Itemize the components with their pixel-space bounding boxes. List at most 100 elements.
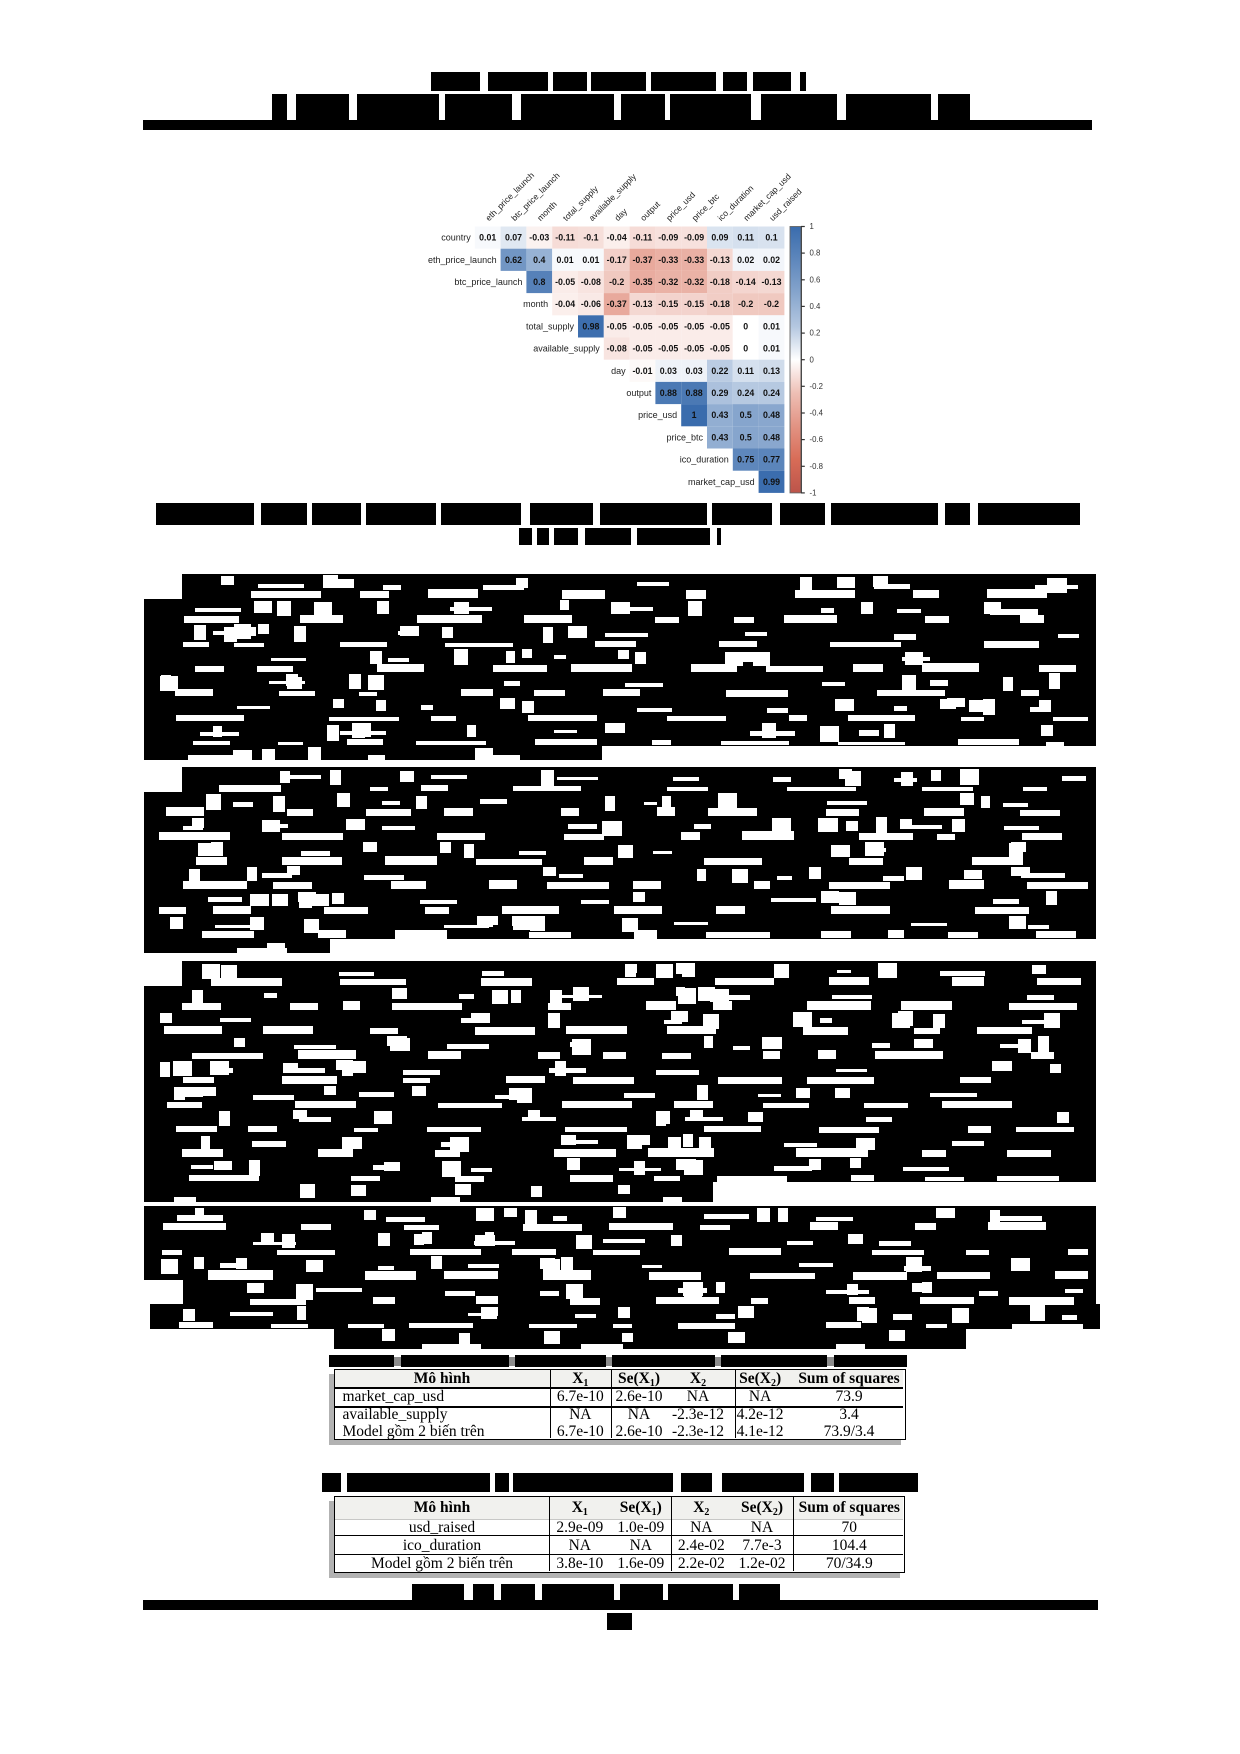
svg-text:available_supply: available_supply xyxy=(533,344,600,354)
svg-text:0.09: 0.09 xyxy=(711,233,728,243)
svg-text:0.1: 0.1 xyxy=(765,233,777,243)
svg-text:-0.13: -0.13 xyxy=(761,277,781,287)
svg-text:-0.2: -0.2 xyxy=(810,382,823,391)
svg-text:-0.8: -0.8 xyxy=(810,462,823,471)
svg-text:-0.2: -0.2 xyxy=(609,277,624,287)
svg-text:-0.09: -0.09 xyxy=(658,233,678,243)
svg-text:ico_duration: ico_duration xyxy=(680,455,729,465)
svg-text:0.01: 0.01 xyxy=(479,233,496,243)
svg-text:-0.05: -0.05 xyxy=(684,344,704,354)
svg-text:-0.05: -0.05 xyxy=(710,321,730,331)
svg-text:-0.32: -0.32 xyxy=(658,277,678,287)
svg-text:0.07: 0.07 xyxy=(505,233,522,243)
svg-text:0.03: 0.03 xyxy=(686,366,703,376)
svg-text:-0.13: -0.13 xyxy=(632,299,652,309)
svg-text:-0.2: -0.2 xyxy=(738,299,753,309)
svg-text:0.8: 0.8 xyxy=(810,249,821,258)
svg-text:-0.05: -0.05 xyxy=(632,321,652,331)
svg-text:-0.01: -0.01 xyxy=(632,366,652,376)
svg-text:1: 1 xyxy=(810,222,814,231)
svg-text:0: 0 xyxy=(743,321,748,331)
svg-text:0.88: 0.88 xyxy=(660,388,677,398)
svg-text:0.13: 0.13 xyxy=(763,366,780,376)
svg-text:0.11: 0.11 xyxy=(737,233,754,243)
svg-text:-0.37: -0.37 xyxy=(632,255,652,265)
svg-text:-0.11: -0.11 xyxy=(555,233,575,243)
svg-text:0.8: 0.8 xyxy=(533,277,545,287)
svg-text:-0.08: -0.08 xyxy=(581,277,601,287)
svg-text:-0.04: -0.04 xyxy=(607,233,627,243)
svg-text:0.43: 0.43 xyxy=(711,410,728,420)
svg-text:0.22: 0.22 xyxy=(711,366,728,376)
svg-text:-0.05: -0.05 xyxy=(710,344,730,354)
svg-text:0.99: 0.99 xyxy=(763,477,780,487)
svg-text:-0.4: -0.4 xyxy=(810,409,824,418)
svg-text:-1: -1 xyxy=(810,489,817,498)
svg-text:0.02: 0.02 xyxy=(737,255,754,265)
svg-text:market_cap_usd: market_cap_usd xyxy=(688,477,755,487)
svg-text:-0.06: -0.06 xyxy=(581,299,601,309)
svg-text:0.03: 0.03 xyxy=(660,366,677,376)
svg-text:-0.09: -0.09 xyxy=(684,233,704,243)
svg-text:0.77: 0.77 xyxy=(763,455,780,465)
svg-text:0.4: 0.4 xyxy=(533,255,545,265)
svg-text:price_usd: price_usd xyxy=(638,410,677,420)
svg-text:-0.05: -0.05 xyxy=(658,321,678,331)
svg-text:-0.15: -0.15 xyxy=(684,299,704,309)
svg-text:0.01: 0.01 xyxy=(582,255,599,265)
svg-text:-0.32: -0.32 xyxy=(684,277,704,287)
svg-text:-0.05: -0.05 xyxy=(684,321,704,331)
svg-text:0.62: 0.62 xyxy=(505,255,522,265)
svg-text:-0.15: -0.15 xyxy=(658,299,678,309)
svg-text:-0.05: -0.05 xyxy=(658,344,678,354)
svg-text:-0.05: -0.05 xyxy=(555,277,575,287)
svg-text:total_supply: total_supply xyxy=(526,321,575,331)
svg-text:-0.6: -0.6 xyxy=(810,435,823,444)
svg-text:0.48: 0.48 xyxy=(763,432,780,442)
svg-text:0.5: 0.5 xyxy=(740,432,752,442)
svg-text:output: output xyxy=(626,388,652,398)
svg-text:day: day xyxy=(612,206,629,223)
svg-text:0.43: 0.43 xyxy=(711,432,728,442)
svg-text:0: 0 xyxy=(743,344,748,354)
svg-text:0.6: 0.6 xyxy=(810,275,821,284)
svg-text:0.75: 0.75 xyxy=(737,455,754,465)
svg-text:country: country xyxy=(441,233,471,243)
svg-text:price_btc: price_btc xyxy=(666,432,703,442)
svg-text:month: month xyxy=(523,299,548,309)
svg-text:0.01: 0.01 xyxy=(763,321,780,331)
svg-text:0.11: 0.11 xyxy=(737,366,754,376)
svg-text:-0.18: -0.18 xyxy=(710,299,730,309)
svg-text:-0.33: -0.33 xyxy=(658,255,678,265)
svg-text:-0.05: -0.05 xyxy=(632,344,652,354)
svg-text:eth_price_launch: eth_price_launch xyxy=(428,255,497,265)
svg-text:0.24: 0.24 xyxy=(763,388,780,398)
svg-text:-0.2: -0.2 xyxy=(764,299,779,309)
svg-text:-0.1: -0.1 xyxy=(583,233,598,243)
svg-text:-0.13: -0.13 xyxy=(710,255,730,265)
svg-text:0.2: 0.2 xyxy=(810,329,821,338)
svg-text:day: day xyxy=(611,366,626,376)
svg-text:-0.18: -0.18 xyxy=(710,277,730,287)
svg-text:0.48: 0.48 xyxy=(763,410,780,420)
svg-text:-0.04: -0.04 xyxy=(555,299,575,309)
svg-text:0.88: 0.88 xyxy=(686,388,703,398)
svg-text:0: 0 xyxy=(810,355,815,364)
svg-text:-0.14: -0.14 xyxy=(736,277,756,287)
svg-text:-0.33: -0.33 xyxy=(684,255,704,265)
svg-text:btc_price_launch: btc_price_launch xyxy=(454,277,522,287)
svg-text:-0.05: -0.05 xyxy=(607,321,627,331)
svg-text:-0.11: -0.11 xyxy=(633,233,653,243)
svg-text:0.5: 0.5 xyxy=(740,410,752,420)
svg-text:-0.37: -0.37 xyxy=(607,299,627,309)
svg-text:-0.35: -0.35 xyxy=(632,277,652,287)
svg-text:0.01: 0.01 xyxy=(763,344,780,354)
svg-text:0.98: 0.98 xyxy=(582,321,599,331)
svg-text:0.02: 0.02 xyxy=(763,255,780,265)
svg-text:0.4: 0.4 xyxy=(810,302,822,311)
svg-text:1: 1 xyxy=(692,410,697,420)
svg-text:0.29: 0.29 xyxy=(711,388,728,398)
svg-text:output: output xyxy=(638,199,662,223)
svg-text:-0.08: -0.08 xyxy=(607,344,627,354)
svg-text:-0.03: -0.03 xyxy=(529,233,549,243)
